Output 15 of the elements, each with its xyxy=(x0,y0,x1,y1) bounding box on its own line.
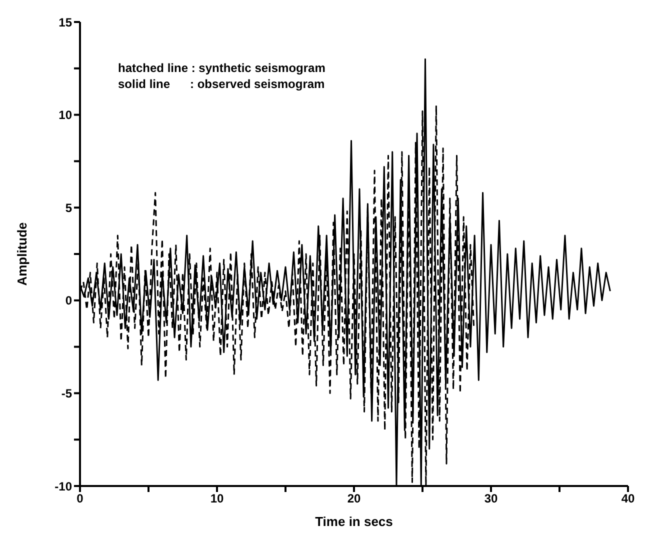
y-tick-label: 0 xyxy=(65,294,72,308)
x-tick-label: 0 xyxy=(76,492,84,506)
y-tick-label: 15 xyxy=(58,15,72,30)
annotation: hatched line : synthetic seismogram xyxy=(118,60,326,76)
x-tick-label: 40 xyxy=(621,492,635,506)
x-axis-title: Time in secs xyxy=(315,514,393,529)
y-tick-label: 5 xyxy=(65,200,72,215)
y-axis-title: Amplitude xyxy=(14,222,30,286)
x-tick-label: 30 xyxy=(484,492,498,506)
annotation: solid line : observed seismogram xyxy=(118,76,326,92)
y-tick-label: -10 xyxy=(54,479,72,494)
x-tick-label: 10 xyxy=(210,492,224,506)
y-tick-label: -5 xyxy=(61,386,72,400)
y-tick-label: 10 xyxy=(58,108,72,122)
x-tick-label: 20 xyxy=(347,492,361,506)
